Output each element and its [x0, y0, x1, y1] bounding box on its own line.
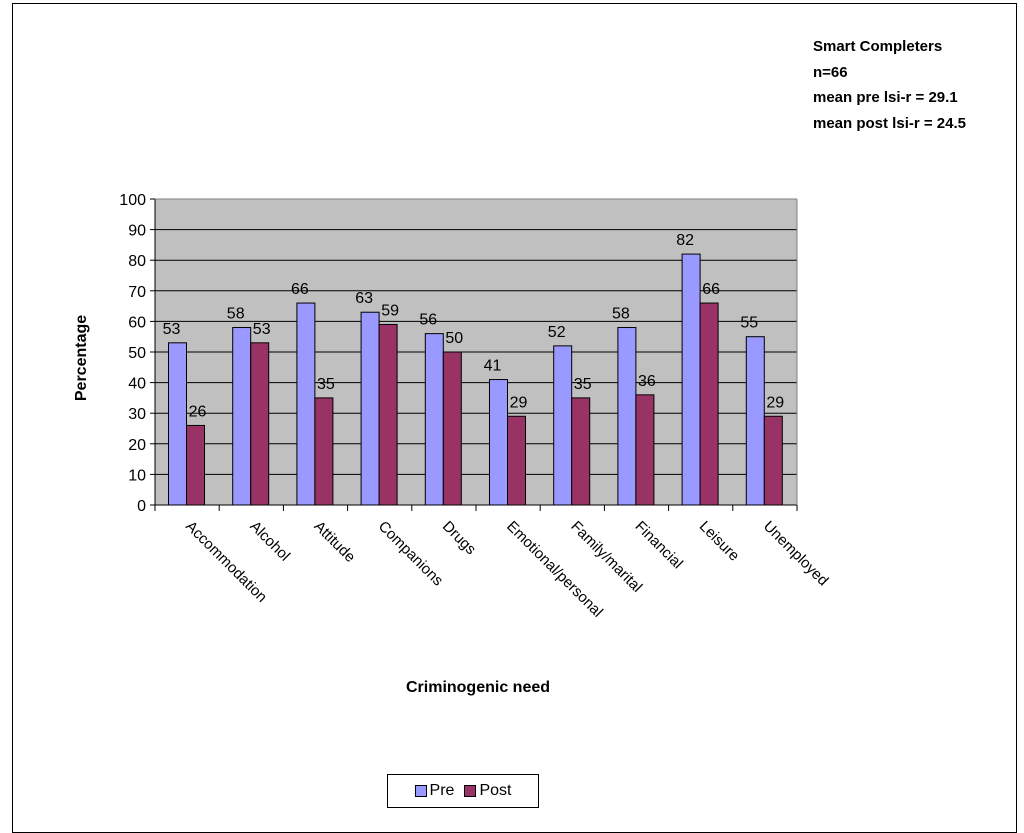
legend: Pre Post: [387, 774, 539, 808]
category-label-3: Companions: [375, 518, 447, 590]
annotation-line-mean-post: mean post lsi-r = 24.5: [813, 114, 966, 132]
category-label-8: Leisure: [696, 518, 743, 565]
data-label-post-1: 53: [253, 321, 271, 338]
data-label-post-3: 59: [381, 302, 399, 319]
legend-item-pre: Pre: [414, 782, 455, 800]
legend-item-post: Post: [464, 782, 511, 800]
data-label-pre-4: 56: [419, 312, 437, 329]
category-label-1: Alcohol: [246, 518, 293, 565]
legend-swatch-post: [464, 785, 477, 797]
data-label-pre-6: 52: [548, 324, 566, 341]
bar-post-6: [571, 397, 591, 506]
data-label-post-9: 29: [766, 394, 784, 411]
bar-pre-8: [681, 253, 701, 506]
bar-post-7: [635, 394, 655, 506]
bar-post-8: [699, 302, 719, 506]
bar-post-9: [763, 415, 783, 506]
bar-pre-4: [424, 333, 444, 506]
y-tick-label-30: 30: [128, 406, 146, 423]
bar-pre-7: [617, 327, 637, 506]
y-tick-label-70: 70: [128, 284, 146, 301]
data-label-post-7: 36: [638, 373, 656, 390]
bar-pre-1: [232, 327, 252, 506]
y-tick-label-40: 40: [128, 376, 146, 393]
bar-pre-0: [168, 342, 187, 506]
x-axis-title: Criminogenic need: [406, 679, 550, 696]
bar-post-5: [507, 415, 526, 506]
data-label-post-4: 50: [445, 330, 463, 347]
y-tick-label-100: 100: [119, 192, 146, 209]
chart-annotation: Smart Completers n=66 mean pre lsi-r = 2…: [813, 34, 966, 136]
y-tick-label-90: 90: [128, 223, 146, 240]
annotation-line-group: Smart Completers: [813, 38, 943, 55]
data-label-pre-0: 53: [163, 321, 181, 338]
bar-pre-9: [745, 336, 765, 506]
y-tick-label-60: 60: [128, 314, 146, 331]
legend-label-pre: Pre: [429, 782, 455, 799]
annotation-line-n: n=66: [813, 63, 848, 81]
category-label-4: Drugs: [439, 518, 479, 558]
y-tick-label-0: 0: [137, 498, 146, 515]
data-label-pre-3: 63: [355, 290, 373, 307]
bar-pre-3: [360, 311, 380, 506]
category-label-2: Attitude: [311, 518, 359, 566]
data-label-post-0: 26: [189, 403, 207, 420]
data-label-pre-2: 66: [291, 281, 309, 298]
data-label-post-6: 35: [574, 376, 592, 393]
data-label-post-8: 66: [702, 281, 720, 298]
bar-post-4: [442, 351, 462, 506]
bar-post-0: [186, 424, 205, 506]
bar-post-1: [250, 342, 270, 506]
y-tick-label-50: 50: [128, 345, 146, 362]
data-label-pre-8: 82: [676, 232, 694, 249]
bar-pre-5: [489, 379, 508, 506]
bar-pre-6: [553, 345, 573, 506]
data-label-pre-7: 58: [612, 306, 630, 323]
bar-pre-2: [296, 302, 316, 506]
bar-post-2: [314, 397, 334, 506]
data-label-post-2: 35: [317, 376, 335, 393]
data-label-pre-5: 41: [484, 358, 502, 375]
data-label-post-5: 29: [510, 394, 528, 411]
y-tick-label-20: 20: [128, 437, 146, 454]
category-label-9: Unemployed: [760, 518, 832, 590]
category-label-7: Financial: [632, 518, 686, 572]
legend-swatch-pre: [414, 785, 427, 797]
y-axis-title: Percentage: [73, 315, 90, 401]
data-label-pre-1: 58: [227, 306, 245, 323]
y-tick-label-10: 10: [128, 467, 146, 484]
bar-post-3: [378, 323, 398, 506]
y-tick-label-80: 80: [128, 253, 146, 270]
data-label-pre-9: 55: [740, 315, 758, 332]
legend-label-post: Post: [479, 782, 512, 799]
annotation-line-mean-pre: mean pre lsi-r = 29.1: [813, 89, 958, 106]
